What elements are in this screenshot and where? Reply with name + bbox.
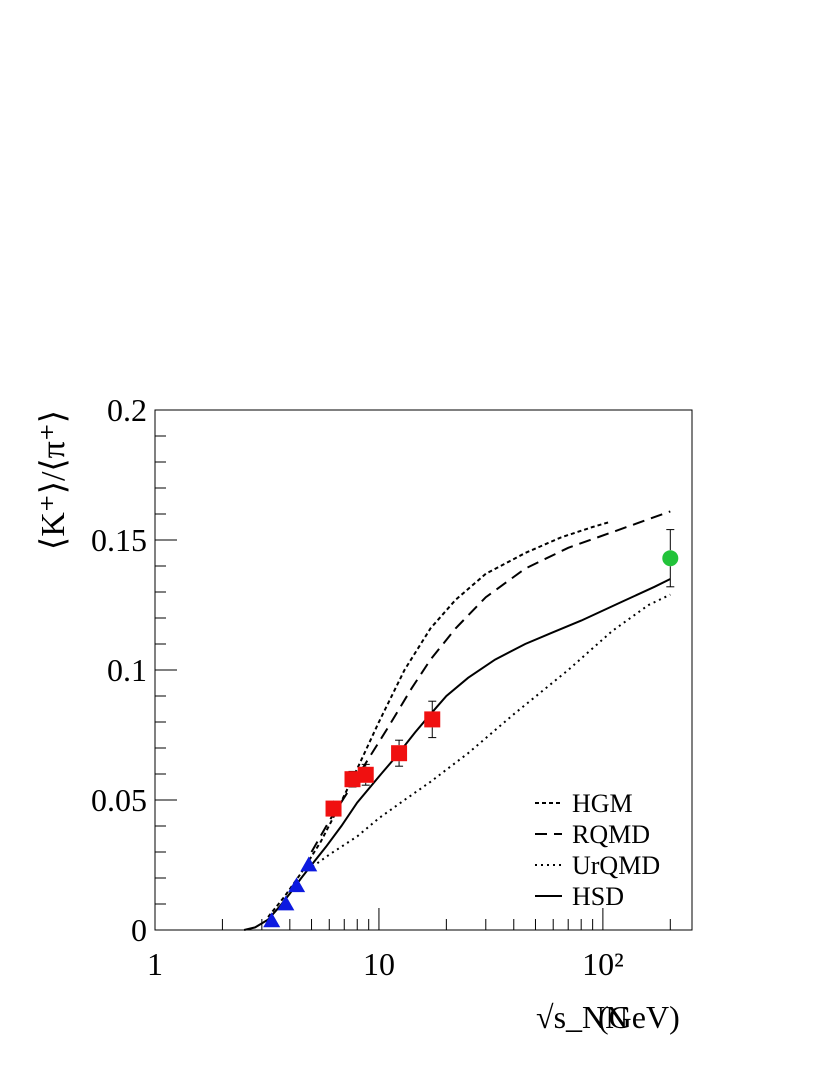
triangle-marker: [263, 912, 281, 928]
square-marker: [325, 800, 342, 817]
circle-marker: [662, 550, 679, 567]
x-axis-symbol: √s_NN: [536, 999, 628, 1035]
y-tick-label: 0.1: [107, 652, 147, 688]
series-line-urqmd: [307, 593, 671, 872]
x-axis-label: √s_NN (GeV): [536, 999, 680, 1035]
x-tick-label: 10: [363, 946, 395, 982]
legend-label-hsd: HSD: [572, 882, 624, 911]
x-tick-label: 1: [147, 946, 163, 982]
y-tick-label: 0.15: [91, 522, 147, 558]
series-line-hgm: [267, 520, 611, 918]
x-tick-label: 10²: [582, 946, 624, 982]
square-marker: [391, 745, 408, 762]
square-marker: [424, 711, 441, 728]
y-tick-label: 0.2: [107, 392, 147, 428]
y-axis-label: ⟨K⁺⟩/⟨π⁺⟩: [35, 410, 72, 550]
x-axis-unit: (GeV): [598, 999, 680, 1035]
y-tick-label: 0: [131, 912, 147, 948]
legend-label-hgm: HGM: [572, 789, 633, 818]
legend-label-urqmd: UrQMD: [572, 851, 660, 880]
axis-ticks: [154, 409, 671, 931]
legend-label-rqmd: RQMD: [572, 820, 650, 849]
y-tick-label: 0.05: [91, 782, 147, 818]
triangle-marker: [277, 895, 295, 911]
triangle-marker: [300, 856, 318, 872]
square-marker: [344, 771, 361, 788]
triangle-marker: [288, 877, 306, 893]
tick-labels: 0 0.05 0.1 0.15 0.2 1 10 10²: [91, 392, 624, 982]
data-markers: [263, 529, 679, 928]
square-marker: [357, 766, 374, 783]
